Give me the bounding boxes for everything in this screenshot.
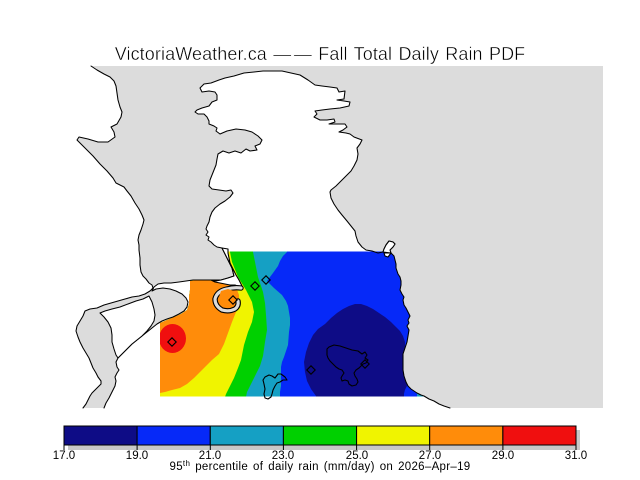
svg-text:19.0: 19.0 <box>126 450 148 462</box>
svg-text:95th percentile of daily rain: 95th percentile of daily rain (mm/day) o… <box>170 459 471 473</box>
svg-text:23.0: 23.0 <box>272 450 294 462</box>
svg-text:VictoriaWeather.ca —— Fall Tot: VictoriaWeather.ca — — Fall Total Daily R… <box>115 44 526 64</box>
svg-text:25.0: 25.0 <box>346 450 368 462</box>
svg-text:21.0: 21.0 <box>199 450 221 462</box>
svg-text:27.0: 27.0 <box>419 450 441 462</box>
svg-text:29.0: 29.0 <box>492 450 514 462</box>
svg-text:31.0: 31.0 <box>565 450 587 462</box>
svg-text:17.0: 17.0 <box>53 450 75 462</box>
